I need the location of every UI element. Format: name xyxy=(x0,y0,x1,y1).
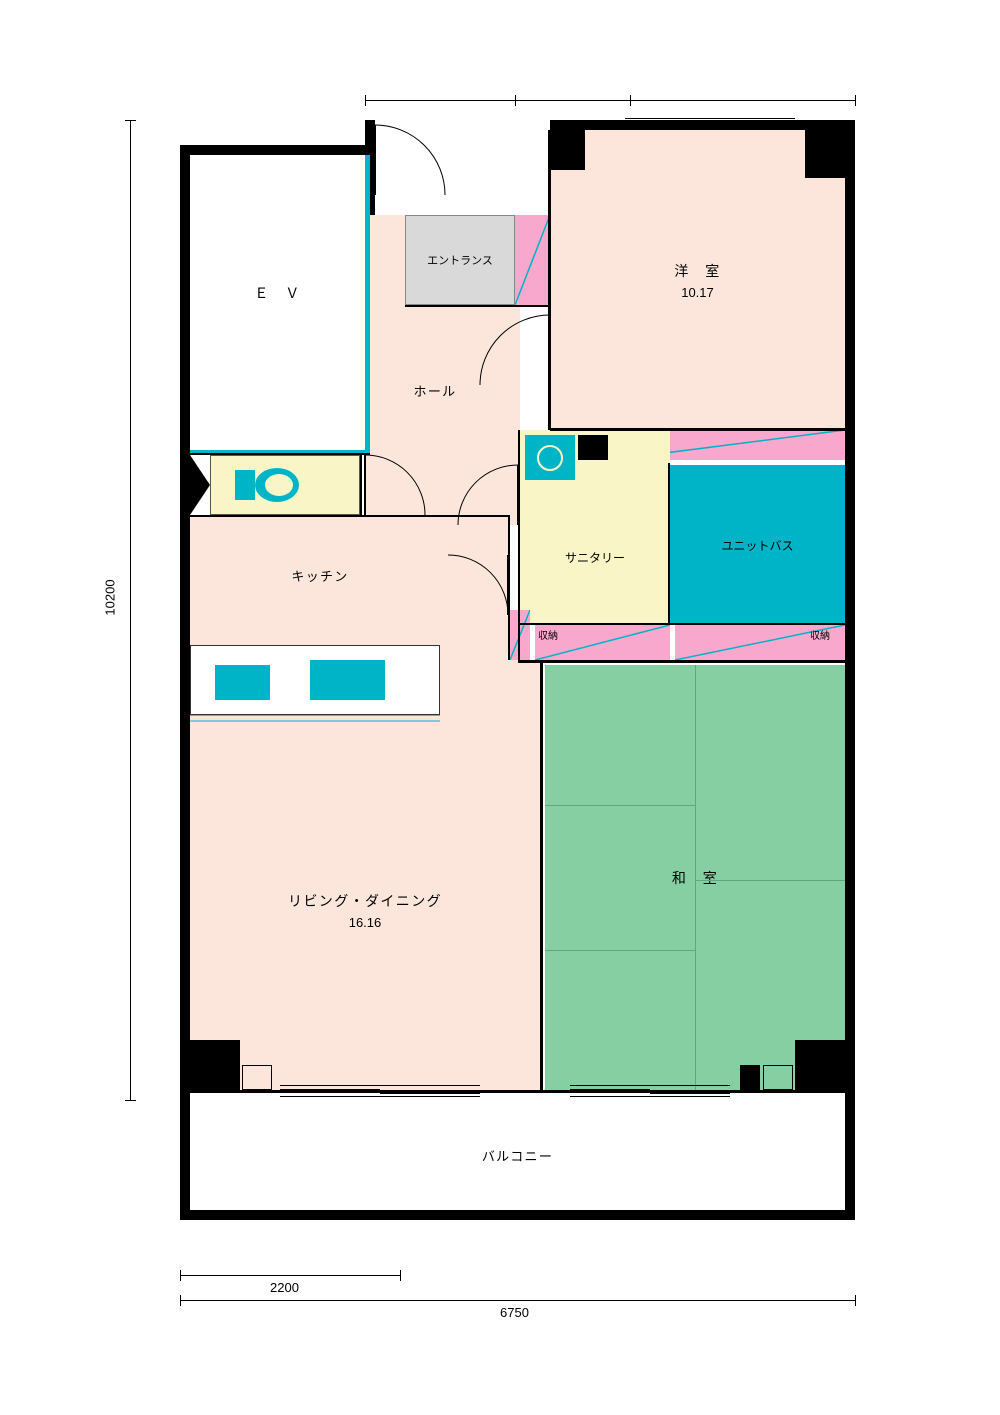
dim-2200-tick-r xyxy=(400,1270,401,1281)
room-unitbath: ユニットバス xyxy=(670,465,845,625)
pillar-mid-br xyxy=(740,1065,760,1090)
room-balcony: バルコニー xyxy=(190,1100,845,1210)
dim-6750-line xyxy=(180,1300,855,1301)
floor-plan-page: 10200 2200 6750 Ｅ Ｖ ホール エントランス 洋 xyxy=(0,0,1000,1415)
pillar-bl-outline xyxy=(242,1065,272,1090)
room-western: 洋 室 10.17 xyxy=(550,130,845,430)
entrance-closet xyxy=(515,215,550,305)
toilet-niche xyxy=(190,455,210,515)
dim-top-tick-3 xyxy=(630,95,631,106)
dim-top-line xyxy=(365,100,855,101)
dim-top-tick-4 xyxy=(855,95,856,106)
dim-top-tick-1 xyxy=(365,95,366,106)
dim-left-text: 10200 xyxy=(103,579,118,615)
wall-bottom xyxy=(180,1210,855,1220)
w-west-b xyxy=(550,428,845,431)
floor-plan: Ｅ Ｖ ホール エントランス 洋 室 10.17 収納 xyxy=(180,120,855,1220)
w-jp-l xyxy=(540,663,543,1090)
w-toilet-r xyxy=(360,453,362,515)
label-unitbath: ユニットバス xyxy=(721,537,793,554)
door-toilet xyxy=(365,455,425,515)
room-entrance: エントランス xyxy=(405,215,515,305)
dim-2200-line xyxy=(180,1275,400,1276)
tatami-h2 xyxy=(695,880,845,881)
room-living: リビング・ダイニング 16.16 xyxy=(190,730,540,1090)
dim-6750-tick-l xyxy=(180,1295,181,1306)
door-entrance-top xyxy=(375,125,445,215)
kitchen-hob2 xyxy=(310,660,385,700)
label-entrance: エントランス xyxy=(427,252,493,268)
sanitary-black xyxy=(578,435,608,460)
door-sanitary xyxy=(458,465,518,525)
toilet-icon xyxy=(235,462,305,508)
door-living xyxy=(448,555,508,615)
dim-left-line xyxy=(130,120,131,1100)
pillar-bl xyxy=(190,1040,240,1090)
label-western: 洋 室 xyxy=(674,261,720,281)
pillar-br xyxy=(795,1040,845,1090)
kitchen-hob1 xyxy=(215,665,270,700)
dim-2200-tick-l xyxy=(180,1270,181,1281)
storage-left-strip xyxy=(510,610,530,660)
window-br xyxy=(570,1085,730,1097)
dim-left-tick-bot xyxy=(125,1100,136,1101)
tatami-h3 xyxy=(545,950,695,951)
w-sanit-b xyxy=(518,623,845,625)
w-toilet-t xyxy=(190,453,370,455)
room-ev: Ｅ Ｖ xyxy=(190,155,365,430)
dim-left-tick-top xyxy=(125,120,136,121)
window-top xyxy=(625,118,795,130)
w-sanit-l xyxy=(518,430,520,660)
door-hall-west xyxy=(480,315,550,385)
pillar-tl-west xyxy=(550,130,585,170)
size-living: 16.16 xyxy=(349,915,382,930)
ev-wall-r xyxy=(365,155,370,455)
living-ext xyxy=(440,660,540,735)
wall-top-left xyxy=(180,145,370,155)
dim-6750-tick-r xyxy=(855,1295,856,1306)
size-western: 10.17 xyxy=(681,285,714,300)
w-entr-b xyxy=(405,305,550,307)
dim-2200-text: 2200 xyxy=(270,1280,299,1295)
label-hall: ホール xyxy=(414,381,457,400)
wall-right xyxy=(845,120,855,1220)
label-sanitary: サニタリー xyxy=(565,549,625,566)
w-bath-l xyxy=(668,463,670,625)
hall-label-wrap: ホール xyxy=(390,375,480,405)
label-storage2: 収納 xyxy=(538,627,558,642)
dim-6750-text: 6750 xyxy=(500,1305,529,1320)
label-ev: Ｅ Ｖ xyxy=(254,283,300,303)
kitchen-label-wrap: キッチン xyxy=(250,560,390,590)
label-kitchen: キッチン xyxy=(291,566,348,585)
pillar-tr xyxy=(805,130,845,178)
window-bl xyxy=(280,1085,480,1097)
tatami-h1 xyxy=(545,805,695,806)
tatami-v1 xyxy=(695,665,696,1090)
wall-left xyxy=(180,145,190,1220)
w-sanit-b2 xyxy=(518,660,845,663)
label-storage3: 収納 xyxy=(810,627,830,642)
label-balcony: バルコニー xyxy=(482,1146,553,1165)
dim-top-tick-2 xyxy=(515,95,516,106)
sink-box xyxy=(525,435,575,480)
label-living: リビング・ダイニング xyxy=(288,891,442,911)
pillar-br-outline xyxy=(763,1065,793,1090)
